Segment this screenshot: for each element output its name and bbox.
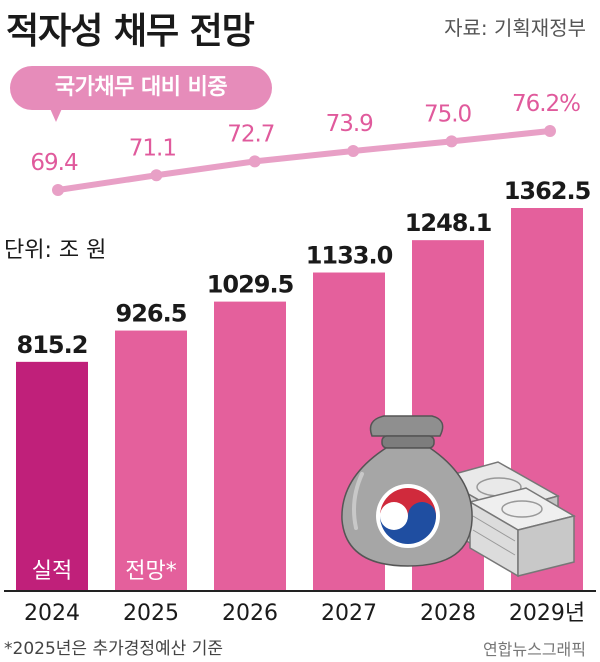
ratio-label-pointer [48,104,64,122]
ratio-point [347,144,360,157]
ratio-series-label: 국가채무 대비 비중 [10,66,272,110]
x-tick-label: 2024 [24,601,80,626]
money-bag-and-cash-stack-icon [341,415,576,578]
ratio-value-label: 75.0 [424,101,472,127]
bar-value-label: 1133.0 [306,242,393,270]
bar-value-label: 1029.5 [207,271,294,299]
ratio-line-layer: 69.4 71.1 72.7 73.9 75.0 76.2% [30,91,581,196]
bar-annotation: 실적 [32,559,72,584]
ratio-line [55,128,553,193]
labels-layer: 815.2 2024 926.5 2025 1029.5 2026 1133.0 2027 12… [17,177,592,626]
bar-value-label: 926.5 [116,300,187,328]
ratio-value-label: 69.4 [30,150,78,176]
bar-2026 [214,301,286,591]
ratio-value-label: 76.2% [512,91,580,117]
ratio-point [248,155,261,168]
chart-title: 적자성 채무 전망 [6,11,255,52]
ratio-point [52,184,64,196]
unit-label: 단위: 조 원 [4,238,107,263]
ratio-value-label: 72.7 [227,121,274,147]
x-tick-label: 2026 [222,601,278,626]
bar-value-label: 1362.5 [504,177,591,205]
bar-2025 [115,330,187,591]
footnote: *2025년은 추가경정예산 기준 [4,639,223,659]
credit: 연합뉴스그래픽 [482,640,586,659]
ratio-point [544,125,556,137]
bar-value-label: 1248.1 [405,209,492,237]
ratio-point [150,169,163,182]
money-bag-icon [341,415,473,567]
ratio-value-label: 73.9 [326,111,374,137]
ratio-point [445,135,458,148]
bar-value-label: 815.2 [17,331,88,359]
source-note: 자료: 기획재정부 [444,16,586,40]
x-tick-label: 2025 [123,601,179,626]
x-tick-label: 2029년 [509,601,585,626]
x-tick-label: 2028 [420,601,476,626]
bar-annotation: 전망* [125,559,176,584]
x-tick-label: 2027 [321,601,377,626]
bar-2024 [16,361,88,591]
ratio-value-label: 71.1 [129,135,176,161]
